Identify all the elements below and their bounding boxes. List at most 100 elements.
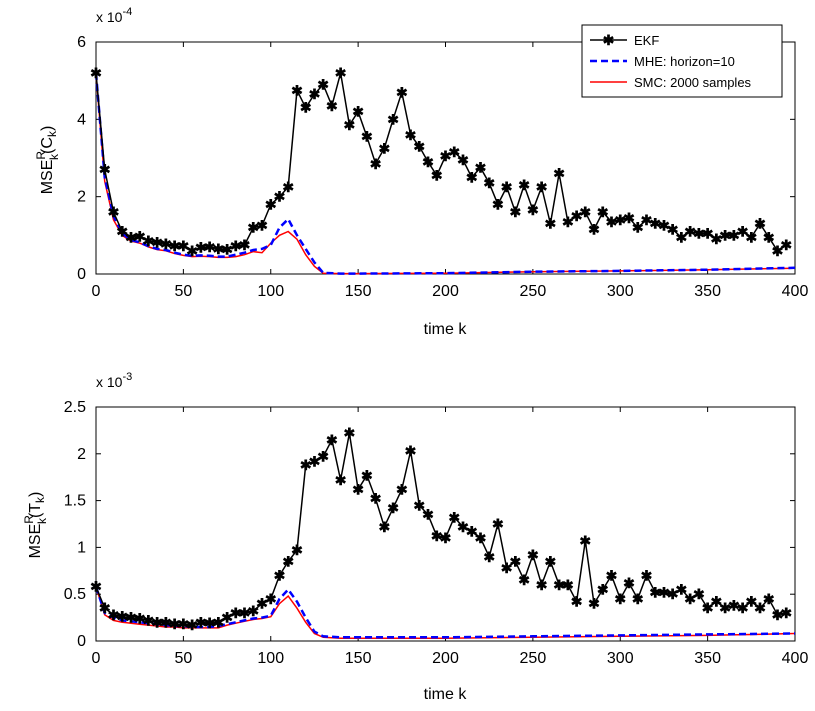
ekf-point-marker: ✱ [160, 236, 172, 252]
ekf-point-marker: ✱ [483, 549, 495, 565]
ekf-point-marker: ✱ [649, 584, 661, 600]
ekf-point-marker: ✱ [317, 77, 329, 93]
ekf-point-marker: ✱ [579, 204, 591, 220]
ekf-point-marker: ✱ [719, 227, 731, 243]
ekf-point-marker: ✱ [204, 615, 216, 631]
x-tick-label: 350 [694, 650, 721, 667]
ekf-point-marker: ✱ [510, 553, 522, 569]
ekf-point-marker: ✱ [693, 586, 705, 602]
ekf-point-marker: ✱ [431, 528, 443, 544]
ekf-point-marker: ✱ [466, 169, 478, 185]
series-line-mhe [94, 586, 796, 639]
ekf-point-marker: ✱ [693, 225, 705, 241]
ekf-point-marker: ✱ [553, 577, 565, 593]
ekf-point-marker: ✱ [178, 616, 190, 632]
ekf-point-marker: ✱ [221, 242, 233, 258]
ekf-point-marker: ✱ [344, 425, 356, 441]
ekf-point-marker: ✱ [387, 111, 399, 127]
ekf-point-marker: ✱ [527, 202, 539, 218]
ekf-point-marker: ✱ [702, 600, 714, 616]
ekf-point-marker: ✱ [169, 616, 181, 632]
ekf-point-marker: ✱ [510, 204, 522, 220]
ekf-point-marker: ✱ [282, 553, 294, 569]
ekf-point-marker: ✱ [431, 167, 443, 183]
ekf-point-marker: ✱ [562, 577, 574, 593]
ekf-point-marker: ✱ [780, 237, 792, 253]
x-tick-label: 200 [432, 650, 459, 667]
ekf-point-marker: ✱ [641, 567, 653, 583]
y-tick-label: 6 [77, 34, 86, 51]
ekf-point-marker: ✱ [562, 214, 574, 230]
ekf-point-marker: ✱ [239, 605, 251, 621]
x-tick-label: 200 [432, 283, 459, 300]
ekf-point-marker: ✱ [658, 218, 670, 234]
ekf-point-marker: ✱ [763, 229, 775, 245]
ekf-point-marker: ✱ [597, 204, 609, 220]
y-axis-label: MSERk(Tk) [22, 492, 49, 559]
x-tick-label: 150 [345, 650, 372, 667]
ekf-point-marker: ✱ [614, 212, 626, 228]
ekf-point-marker: ✱ [370, 491, 382, 507]
x-tick-label: 0 [92, 283, 101, 300]
x-tick-label: 50 [174, 650, 192, 667]
ekf-point-marker: ✱ [300, 457, 312, 473]
y-axis-label: MSERk(Ck) [34, 126, 61, 195]
ekf-point-marker: ✱ [169, 238, 181, 254]
series-layer: ✱✱✱✱✱✱✱✱✱✱✱✱✱✱✱✱✱✱✱✱✱✱✱✱✱✱✱✱✱✱✱✱✱✱✱✱✱✱✱✱… [90, 425, 796, 639]
ekf-point-marker: ✱ [649, 216, 661, 232]
ekf-point-marker: ✱ [361, 129, 373, 145]
ekf-point-marker: ✱ [186, 243, 198, 259]
ekf-point-marker: ✱ [772, 243, 784, 259]
ekf-point-marker: ✱ [116, 223, 128, 239]
series-line-ekf [95, 72, 787, 252]
ekf-point-marker: ✱ [221, 610, 233, 626]
ekf-point-marker: ✱ [772, 607, 784, 623]
ekf-point-marker: ✱ [702, 225, 714, 241]
ekf-point-marker: ✱ [623, 210, 635, 226]
ekf-point-marker: ✱ [195, 240, 207, 256]
chart-bottom: 0 50 100 150 200 250 300 350 400 00.511.522.5 ✱✱… [22, 371, 808, 703]
ekf-point-marker: ✱ [501, 179, 513, 195]
y-tick-label: 2.5 [64, 399, 86, 416]
x-ticks: 0 50 100 150 200 250 300 350 400 [92, 42, 808, 300]
ekf-point-marker: ✱ [518, 177, 530, 193]
ekf-point-marker: ✱ [457, 152, 469, 168]
ekf-point-marker: ✱ [544, 553, 556, 569]
ekf-point-marker: ✱ [728, 597, 740, 613]
ekf-point-marker: ✱ [256, 218, 268, 234]
ekf-point-marker: ✱ [282, 179, 294, 195]
ekf-point-marker: ✱ [536, 577, 548, 593]
ekf-point-marker: ✱ [151, 234, 163, 250]
y-tick-label: 1.5 [64, 493, 86, 510]
ekf-point-marker: ✱ [710, 231, 722, 247]
ekf-point-marker: ✱ [99, 162, 111, 178]
ekf-point-marker: ✱ [291, 542, 303, 558]
ekf-point-marker: ✱ [90, 579, 102, 595]
ekf-point-marker: ✱ [475, 160, 487, 176]
y-tick-label: 1 [77, 539, 86, 556]
x-tick-label: 400 [782, 650, 809, 667]
ekf-point-marker: ✱ [212, 614, 224, 630]
ekf-point-marker: ✱ [641, 212, 653, 228]
y-tick-label: 2 [77, 189, 86, 206]
ekf-point-marker: ✱ [763, 591, 775, 607]
ekf-point-marker: ✱ [710, 594, 722, 610]
ekf-point-marker: ✱ [99, 600, 111, 616]
ekf-point-marker: ✱ [396, 481, 408, 497]
ekf-point-marker: ✱ [378, 140, 390, 156]
ekf-point-marker: ✱ [440, 148, 452, 164]
x-tick-label: 250 [520, 650, 547, 667]
ekf-point-marker: ✱ [387, 500, 399, 516]
ekf-point-marker: ✱ [492, 516, 504, 532]
ekf-point-marker: ✱ [448, 144, 460, 160]
ekf-point-marker: ✱ [780, 605, 792, 621]
ekf-point-marker: ✱ [186, 617, 198, 633]
ekf-point-marker: ✱ [667, 586, 679, 602]
legend: ✱ EKF MHE: horizon=10 SMC: 2000 samples [581, 24, 783, 98]
ekf-point-marker: ✱ [475, 530, 487, 546]
ekf-point-marker: ✱ [684, 223, 696, 239]
ekf-point-marker: ✱ [274, 189, 286, 205]
exponent-label: x 10-3 [96, 371, 132, 390]
ekf-point-marker: ✱ [143, 612, 155, 628]
ekf-point-marker: ✱ [134, 611, 146, 627]
